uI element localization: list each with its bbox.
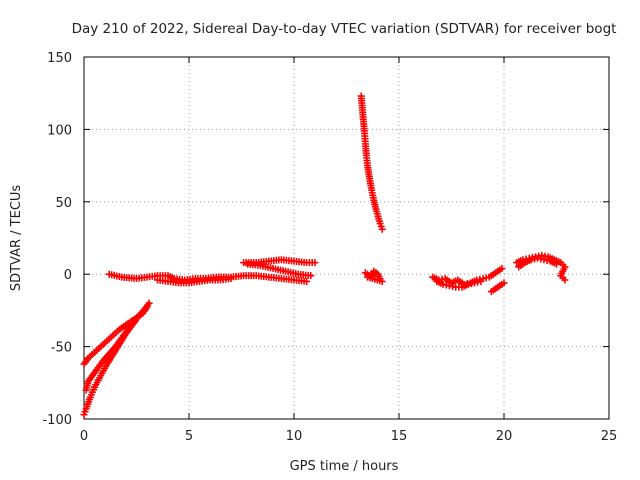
data-point bbox=[303, 277, 311, 285]
series-morning-band-lower bbox=[154, 275, 235, 287]
data-point bbox=[477, 277, 485, 285]
series-early-upper-branch bbox=[80, 304, 151, 368]
x-axis-label: GPS time / hours bbox=[290, 459, 399, 474]
data-point bbox=[311, 259, 319, 267]
x-tick-label: 5 bbox=[185, 429, 193, 444]
data-point bbox=[307, 272, 315, 280]
series-midday-loop-diag bbox=[244, 260, 315, 280]
data-point bbox=[500, 279, 508, 287]
data-point bbox=[553, 260, 560, 268]
x-tick-labels: 0 5 10 15 20 25 bbox=[80, 429, 617, 444]
y-axis-label: SDTVAR / TECUs bbox=[9, 185, 24, 292]
series-early-inner-branch bbox=[82, 318, 138, 394]
data-point bbox=[227, 275, 235, 283]
grid-lines bbox=[84, 57, 609, 419]
y-tick-label: 50 bbox=[55, 196, 72, 211]
series-midday-loop-top bbox=[240, 256, 319, 267]
chart-title: Day 210 of 2022, Sidereal Day-to-day VTE… bbox=[72, 21, 617, 37]
plot-frame bbox=[83, 56, 610, 420]
y-tick-label: 100 bbox=[47, 123, 72, 138]
x-tick-label: 15 bbox=[391, 429, 408, 444]
x-tick-label: 20 bbox=[496, 429, 513, 444]
x-tick-label: 10 bbox=[286, 429, 303, 444]
series-evening-tail bbox=[487, 279, 508, 296]
y-tick-label: 0 bbox=[64, 268, 72, 283]
y-tick-label: -50 bbox=[51, 341, 72, 356]
x-tick-label: 25 bbox=[601, 429, 618, 444]
data-point bbox=[143, 304, 151, 312]
y-tick-label: 150 bbox=[47, 51, 72, 66]
data-point bbox=[130, 318, 138, 326]
y-tick-label: -100 bbox=[42, 413, 72, 428]
series-evening-cluster-lower bbox=[433, 277, 485, 291]
data-point bbox=[378, 225, 386, 233]
data-point bbox=[145, 299, 153, 307]
y-tick-labels: -100 -50 0 50 100 150 bbox=[42, 51, 72, 428]
axis-ticks bbox=[83, 56, 610, 420]
series-spike bbox=[357, 92, 386, 233]
series-late-arc-lower bbox=[515, 254, 560, 271]
data-point bbox=[372, 269, 380, 277]
data-points bbox=[80, 92, 569, 419]
data-point bbox=[498, 264, 506, 272]
x-tick-label: 0 bbox=[80, 429, 88, 444]
series-post-spike-cluster bbox=[361, 267, 386, 285]
data-point bbox=[561, 276, 569, 284]
